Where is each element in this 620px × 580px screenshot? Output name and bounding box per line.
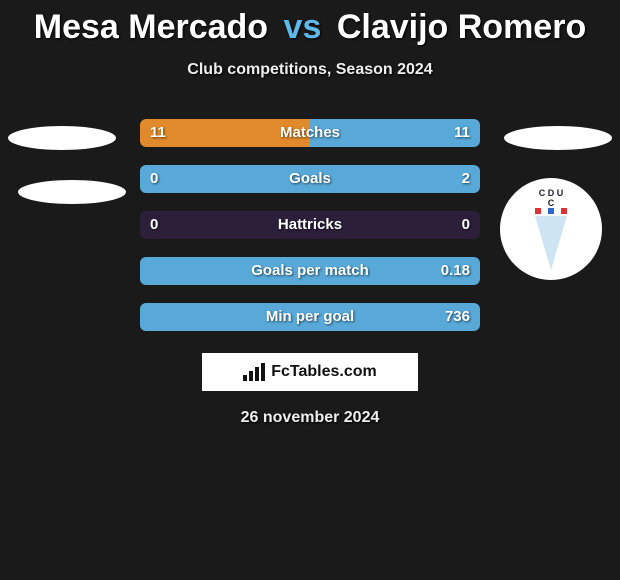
page-title: Mesa Mercado vs Clavijo Romero xyxy=(0,0,620,47)
player2-name: Clavijo Romero xyxy=(337,8,586,46)
stat-label: Min per goal xyxy=(140,303,480,331)
decorative-ellipse-tr xyxy=(504,126,612,150)
bar-chart-icon xyxy=(243,363,265,381)
stat-row: Min per goal736 xyxy=(140,303,480,331)
stat-value-right: 2 xyxy=(462,165,470,193)
decorative-ellipse-tl xyxy=(8,126,116,150)
date-label: 26 november 2024 xyxy=(0,409,620,427)
stat-label: Hattricks xyxy=(140,211,480,239)
fctables-logo-text: FcTables.com xyxy=(271,363,377,381)
stat-value-right: 0.18 xyxy=(441,257,470,285)
stat-label: Goals per match xyxy=(140,257,480,285)
stat-label: Goals xyxy=(140,165,480,193)
stat-label: Matches xyxy=(140,119,480,147)
club-badge-letters: C D U C xyxy=(535,188,567,208)
club-badge-pennant xyxy=(535,216,567,270)
vs-label: vs xyxy=(284,8,322,46)
decorative-ellipse-bl xyxy=(18,180,126,204)
stat-value-right: 11 xyxy=(454,119,470,147)
club-badge-stripe xyxy=(561,208,567,214)
stat-value-right: 736 xyxy=(445,303,470,331)
fctables-logo[interactable]: FcTables.com xyxy=(202,353,418,391)
stat-row: 0Goals2 xyxy=(140,165,480,193)
stat-row: 11Matches11 xyxy=(140,119,480,147)
stat-row: Goals per match0.18 xyxy=(140,257,480,285)
club-badge: C D U C xyxy=(535,188,567,270)
stat-value-right: 0 xyxy=(462,211,470,239)
club-badge-circle: C D U C xyxy=(500,178,602,280)
player1-name: Mesa Mercado xyxy=(34,8,268,46)
club-badge-stripes xyxy=(535,208,567,214)
subtitle: Club competitions, Season 2024 xyxy=(0,61,620,79)
stat-row: 0Hattricks0 xyxy=(140,211,480,239)
